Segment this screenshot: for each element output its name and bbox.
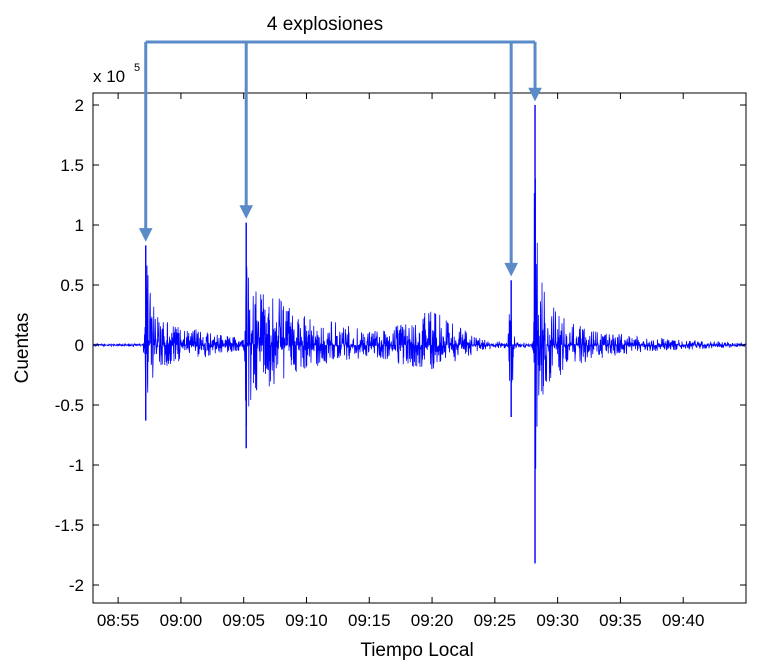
x-tick-label: 09:30 bbox=[536, 611, 579, 630]
y-tick-label: -1.5 bbox=[55, 516, 84, 535]
x-tick-label: 08:55 bbox=[97, 611, 140, 630]
x-tick-label: 09:15 bbox=[348, 611, 391, 630]
y-tick-label: 1.5 bbox=[60, 156, 84, 175]
x-tick-label: 09:25 bbox=[474, 611, 517, 630]
x-axis-title: Tiempo Local bbox=[360, 640, 473, 661]
y-multiplier-exponent: 5 bbox=[134, 62, 140, 74]
y-axis-title: Cuentas bbox=[12, 313, 33, 384]
y-tick-label: 0.5 bbox=[60, 276, 84, 295]
explosion-arrow-1 bbox=[138, 42, 153, 242]
y-tick-label: -0.5 bbox=[55, 396, 84, 415]
y-multiplier-base: x 10 bbox=[93, 67, 125, 86]
x-tick-label: 09:00 bbox=[160, 611, 203, 630]
explosion-arrow-4 bbox=[528, 42, 542, 102]
annotation-label: 4 explosiones bbox=[267, 14, 383, 35]
explosion-arrow-2 bbox=[239, 42, 254, 219]
y-tick-label: 0 bbox=[75, 336, 84, 355]
x-tick-label: 09:40 bbox=[662, 611, 705, 630]
y-tick-label: 1 bbox=[75, 216, 84, 235]
x-tick-label: 09:05 bbox=[222, 611, 265, 630]
signal-trace bbox=[92, 154, 747, 469]
ticks-layer: 08:55 09:00 09:05 09:10 09:15 09:20 09:25 09:30… bbox=[55, 93, 746, 630]
x-tick-label: 09:10 bbox=[285, 611, 328, 630]
explosion-arrow-3 bbox=[504, 42, 518, 277]
y-tick-label: -2 bbox=[69, 576, 84, 595]
x-tick-label: 09:35 bbox=[599, 611, 642, 630]
y-tick-label: 2 bbox=[75, 96, 84, 115]
y-tick-label: -1 bbox=[69, 456, 84, 475]
signal-layer bbox=[92, 105, 747, 564]
x-tick-label: 09:20 bbox=[411, 611, 454, 630]
annotation-layer bbox=[138, 40, 542, 277]
